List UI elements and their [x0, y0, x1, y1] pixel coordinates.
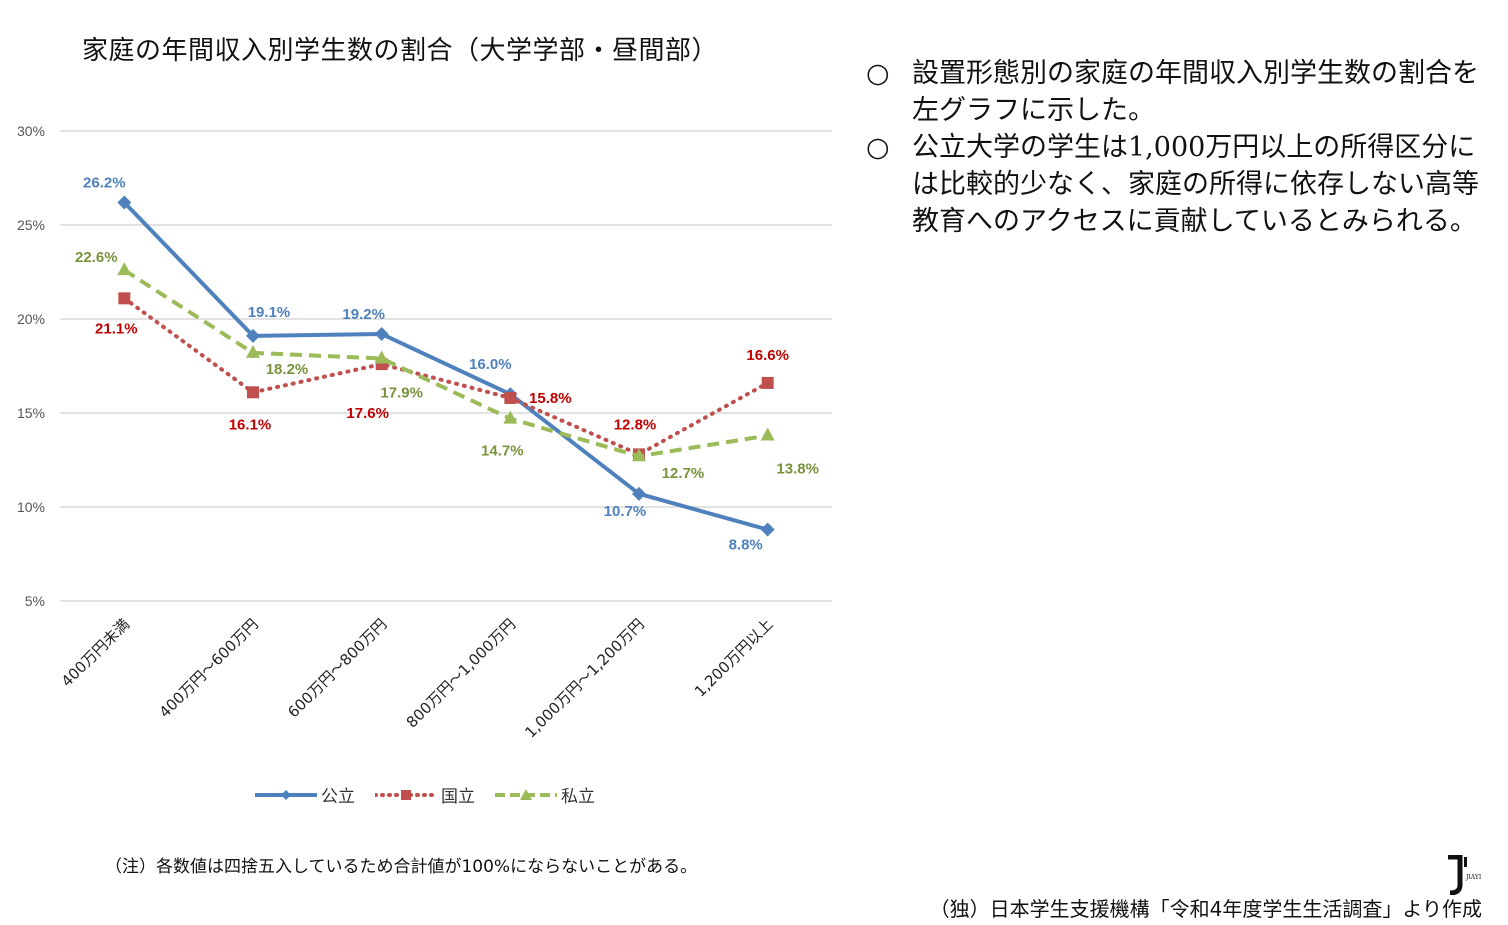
- x-tick-label: 1,200万円以上: [691, 615, 777, 701]
- data-label: 15.8%: [529, 390, 572, 407]
- legend-swatch-national: [375, 789, 437, 800]
- data-label: 17.9%: [380, 384, 423, 401]
- data-label: 18.2%: [266, 361, 309, 378]
- series-line-公立: [122, 201, 769, 532]
- legend-swatch-private: [495, 788, 557, 800]
- data-label: 17.6%: [346, 405, 389, 422]
- data-label: 16.6%: [746, 347, 789, 364]
- data-label: 21.1%: [95, 320, 138, 337]
- data-label: 13.8%: [776, 461, 819, 478]
- bullet-circle-icon: ○: [866, 132, 890, 163]
- line-chart: 5% 10% 15% 20% 25% 30% 400万円未満 400万円～600万円 600万円…: [17, 123, 832, 742]
- data-point-marker: [632, 448, 646, 462]
- legend-swatch-public: [255, 789, 317, 800]
- legend-label: 国立: [441, 787, 475, 807]
- data-label: 16.0%: [469, 356, 512, 373]
- data-label: 14.7%: [481, 443, 524, 460]
- data-label: 22.6%: [75, 249, 118, 266]
- legend-label: 私立: [561, 787, 595, 807]
- data-point-marker: [761, 376, 774, 389]
- data-label: 16.1%: [229, 416, 272, 433]
- y-tick-label: 10%: [17, 499, 45, 515]
- note-text: 公立大学の学生は1,000万円以上の所得区分には比較的少なく、家庭の所得に依存し…: [912, 132, 1479, 237]
- legend-item-national: 国立: [375, 782, 475, 807]
- svg-text:JIAYI: JIAYI: [1465, 874, 1482, 881]
- y-tick-label: 30%: [17, 123, 45, 139]
- data-point-marker: [118, 292, 131, 305]
- data-point-marker: [632, 486, 646, 501]
- x-tick-label: 800万円～1,000万円: [403, 615, 519, 731]
- jiayi-logo: JIAYI: [1448, 855, 1482, 895]
- data-label: 19.1%: [248, 304, 291, 321]
- data-point-marker: [246, 328, 260, 343]
- legend-label: 公立: [321, 787, 355, 807]
- footnote: （注）各数値は四捨五入しているため合計値が100%にならないことがある。: [105, 857, 698, 877]
- data-label: 19.2%: [342, 306, 385, 323]
- x-tick-label: 400万円未満: [58, 615, 133, 690]
- note-text: 設置形態別の家庭の年間収入別学生数の割合を左グラフに示した。: [912, 58, 1479, 126]
- note-item: ○ 設置形態別の家庭の年間収入別学生数の割合を左グラフに示した。: [866, 55, 1496, 129]
- data-label: 12.8%: [614, 416, 657, 433]
- y-tick-label: 25%: [17, 217, 45, 233]
- data-point-marker: [247, 386, 259, 399]
- legend-item-private: 私立: [495, 782, 595, 807]
- data-label: 26.2%: [83, 174, 126, 191]
- data-point-marker: [117, 262, 132, 276]
- x-tick-label: 400万円～600万円: [156, 615, 262, 721]
- legend: 公立 国立 私立: [255, 782, 595, 807]
- data-point-marker: [374, 327, 389, 342]
- data-point-marker: [117, 195, 132, 210]
- notes: ○ 設置形態別の家庭の年間収入別学生数の割合を左グラフに示した。 ○ 公立大学の学生…: [866, 55, 1496, 240]
- legend-item-public: 公立: [255, 782, 355, 807]
- data-point-marker: [504, 391, 517, 404]
- data-point-marker: [503, 410, 518, 424]
- data-label: 10.7%: [604, 503, 647, 520]
- bullet-circle-icon: ○: [866, 58, 890, 89]
- source-note: （独）日本学生支援機構「令和4年度学生生活調査」より作成: [929, 897, 1482, 921]
- data-point-marker: [760, 522, 775, 537]
- series-line-私立: [123, 268, 768, 459]
- data-label: 12.7%: [662, 465, 705, 482]
- y-tick-label: 20%: [17, 311, 45, 327]
- data-point-marker: [760, 427, 775, 441]
- x-tick-label: 600万円～800万円: [284, 615, 390, 721]
- note-item: ○ 公立大学の学生は1,000万円以上の所得区分には比較的少なく、家庭の所得に依存…: [866, 129, 1496, 240]
- data-point-marker: [374, 350, 389, 364]
- data-point-marker: [246, 344, 260, 358]
- y-tick-label: 5%: [25, 593, 45, 609]
- data-label: 8.8%: [729, 537, 763, 554]
- chart-title: 家庭の年間収入別学生数の割合（大学学部・昼間部）: [82, 36, 719, 66]
- y-tick-label: 15%: [17, 405, 45, 421]
- series-line-国立: [122, 296, 770, 457]
- x-tick-label: 1,000万円～1,200万円: [521, 615, 647, 741]
